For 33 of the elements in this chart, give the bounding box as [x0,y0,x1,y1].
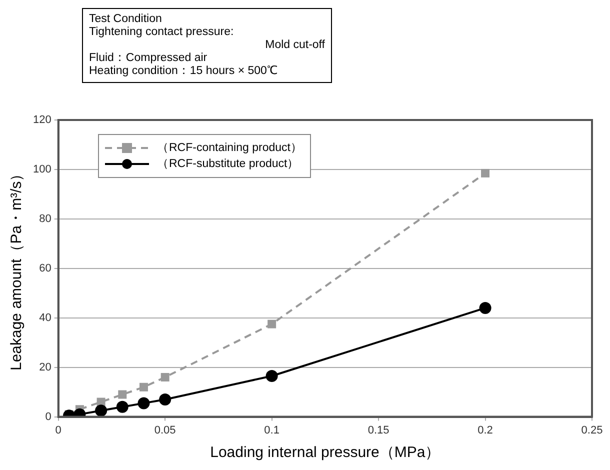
x-tick-label: 0.25 [581,424,603,436]
text: Heating condition：15 hours × 500℃ [89,65,279,78]
y-tick-label: 100 [32,164,52,176]
x-tick-label: 0.1 [264,424,280,436]
point [266,370,278,382]
point [95,404,108,417]
text: Tightening contact pressure: [89,26,235,39]
text: Test Condition [89,13,163,26]
point [116,400,128,413]
legend-label: （RCF-substitute product） [157,158,300,170]
y-tick-label: 120 [32,114,52,126]
text: Fluid：Compressed air [89,52,208,65]
text: Mold cut-off [264,39,325,52]
point [159,393,172,406]
y-tick-label: 40 [39,312,52,324]
x-axis-title: Loading internal pressure（MPa） [210,444,440,462]
legend-label: （RCF-containing product） [157,142,302,154]
point [138,397,150,410]
x-tick-label: 0.2 [478,424,493,436]
point [139,382,148,392]
y-tick-label: 20 [39,361,52,374]
x-tick-label: 0 [55,424,62,436]
point [479,302,492,314]
point [118,390,127,399]
y-tick-label: 60 [39,262,52,274]
y-tick-label: 0 [45,410,52,423]
y-axis-title: Leakage amount（Pa・m³/s） [8,166,26,371]
point [268,320,276,328]
point [160,372,170,382]
x-tick-label: 0.15 [368,424,390,436]
point [481,168,490,178]
y-tick-label: 80 [39,212,52,225]
x-tick-label: 0.05 [154,424,176,436]
